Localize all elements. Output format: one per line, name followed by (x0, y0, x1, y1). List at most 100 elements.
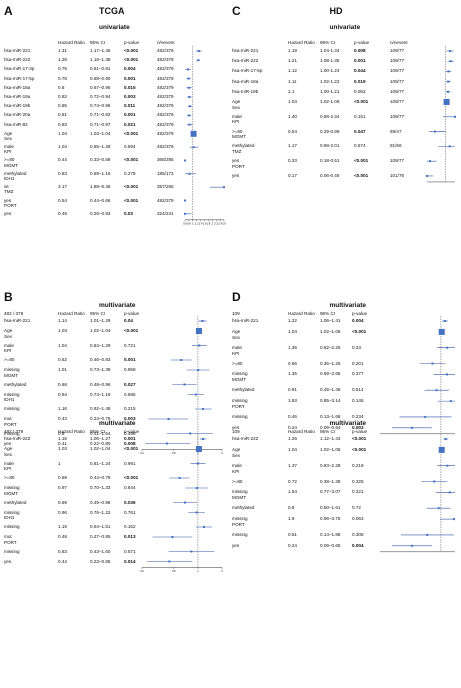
point-estimate (202, 526, 205, 528)
confidence-interval: 0.67–0.96 (90, 84, 111, 90)
row-label: hsa-miR-17-5p (232, 68, 263, 74)
panel-title: HD (329, 6, 343, 16)
p-value: 0.063 (352, 516, 364, 522)
point-estimate (202, 438, 205, 440)
header-hr: Hazard Ratio (288, 429, 315, 434)
confidence-interval: 0.77–3.07 (320, 489, 341, 495)
table-row: missing 1.9 0.96–3.75 0.063 (232, 516, 457, 525)
table-row: mut 0.48 0.27–0.85 0.013 (4, 534, 224, 543)
row-label: missing (232, 371, 248, 377)
n-nevent: 368/285 (157, 157, 174, 163)
p-value: 0.201 (352, 360, 364, 366)
point-estimate (449, 60, 452, 63)
header-ref: 109 (232, 311, 240, 316)
table-row: mut 0.43 0.24–0.76 0.003 (4, 416, 224, 425)
confidence-interval: 1.00-1.21 (320, 88, 340, 94)
hazard-ratio: 1.04 (58, 130, 67, 136)
row-group-label: Sex (232, 104, 240, 110)
hazard-ratio: 0.48 (58, 534, 67, 539)
row-label: male (232, 344, 242, 350)
confidence-interval: 1.02-1.22 (320, 78, 340, 84)
confidence-interval: 0.49–0.98 (90, 499, 111, 505)
point-estimate (454, 115, 456, 118)
point-estimate (184, 212, 186, 215)
axis-tick-label: 1.4 (199, 221, 203, 225)
hazard-ratio: 1.37 (288, 462, 297, 468)
row-label: wt (4, 184, 9, 190)
confidence-interval: 0.44–0.79 (90, 475, 111, 480)
table-row: Age 1.03 1.02–1.04 <0.001 (4, 328, 224, 337)
row-label: male (232, 113, 242, 119)
hazard-ratio: 0.44 (58, 157, 67, 163)
row-label: hsa-miR-20a (4, 112, 31, 118)
forest-plot (380, 434, 455, 553)
table-row: hsa-miR-221 1.14 1.01–1.29 0.04 (4, 318, 224, 327)
table-row: yes 0.24 0.09–0.64 0.003 (232, 425, 457, 434)
row-group-label: Sex (232, 452, 240, 458)
table-row: missing 1.63 0.85–3.14 0.145 (232, 398, 457, 407)
row-group-label: MGMT (4, 490, 19, 496)
axis-tick-label: 2.4 (218, 221, 222, 225)
confidence-interval: 1.02–1.06 (320, 446, 341, 452)
row-label: methylated (232, 505, 255, 511)
hazard-ratio: 0.75 (58, 66, 67, 72)
row-label: missing (4, 430, 20, 436)
table-row: hsa-miR-19b 1.1 1.00-1.21 0.052 109/77 (232, 89, 457, 98)
point-estimate (198, 344, 201, 347)
row-label: hsa-miR-17-5p (4, 75, 35, 81)
confidence-interval: 0.18-0.61 (320, 158, 340, 164)
n-nevent: 109/77 (390, 48, 405, 53)
table-row: male 1.04 0.84–1.29 0.721 (4, 343, 224, 352)
p-value: 0.001 (124, 112, 136, 118)
point-estimate (438, 328, 445, 335)
confidence-interval: 1.00-1.24 (320, 68, 340, 74)
p-value: 0.308 (352, 531, 364, 537)
confidence-interval: 0.29-0.99 (320, 128, 340, 134)
table-row: hsa-miR-17-5p 0.78 0.68–0.90 0.001 482/379 (4, 76, 224, 85)
n-nevent: 81/56 (390, 143, 402, 149)
panel-subtitle: multivariate (99, 420, 136, 427)
row-label: male (4, 460, 14, 466)
table-row: yes 0.41 0.22–0.80 0.008 (4, 441, 224, 450)
confidence-interval: 0.45–1.48 (320, 387, 341, 393)
p-value: 0.377 (352, 371, 364, 377)
hazard-ratio: 0.96 (58, 509, 67, 515)
confidence-interval: 1.06–1.27 (90, 436, 111, 441)
header-p: p-value (352, 429, 368, 434)
point-estimate (183, 383, 186, 386)
forest-plot: 0.2 0.5 1 2 (140, 316, 223, 455)
panel-subtitle: univariate (329, 24, 361, 31)
point-estimate (426, 533, 429, 536)
row-group-label: KPI (232, 119, 240, 125)
table-row: Age 1.04 1.02–1.06 <0.001 (232, 447, 457, 456)
p-value: <0.001 (352, 446, 367, 452)
confidence-interval: 0.83–2.28 (320, 462, 341, 468)
hazard-ratio: 0.8 (58, 84, 65, 90)
table-row: male 1.37 0.83–2.28 0.219 (232, 463, 457, 472)
point-estimate (443, 99, 450, 105)
p-value: 0.221 (352, 489, 364, 495)
panel-label: A (4, 4, 13, 18)
p-value: 0.151 (354, 113, 366, 119)
point-estimate (188, 123, 191, 126)
p-value: <0.001 (124, 446, 139, 451)
row-label: yes (4, 197, 12, 203)
confidence-interval: 1.03–1.04 (90, 130, 111, 136)
row-label: male (4, 144, 14, 150)
table-row: hsa-miR-222 1.16 1.06–1.27 0.001 (4, 436, 224, 445)
table-row: hsa-miR-17-5p 1.12 1.00-1.24 0.044 109/77 (232, 68, 457, 77)
confidence-interval: 0.68-2.01 (320, 143, 340, 149)
row-label: missing (232, 413, 248, 419)
confidence-interval: 0.09–0.65 (320, 542, 341, 548)
p-value: 0.004 (352, 542, 364, 548)
confidence-interval: 0.35–1.25 (320, 360, 341, 366)
row-label: missing (4, 548, 20, 554)
point-estimate (184, 159, 186, 162)
n-nevent: 185/173 (157, 170, 174, 176)
hazard-ratio: 0.54 (288, 128, 297, 134)
confidence-interval: 0.24–0.76 (90, 416, 111, 421)
header-hr: Hazard Ratio (58, 40, 85, 45)
hazard-ratio: 0.68 (58, 381, 67, 387)
point-estimate (189, 432, 192, 435)
header-n: n/nevent (157, 40, 175, 45)
